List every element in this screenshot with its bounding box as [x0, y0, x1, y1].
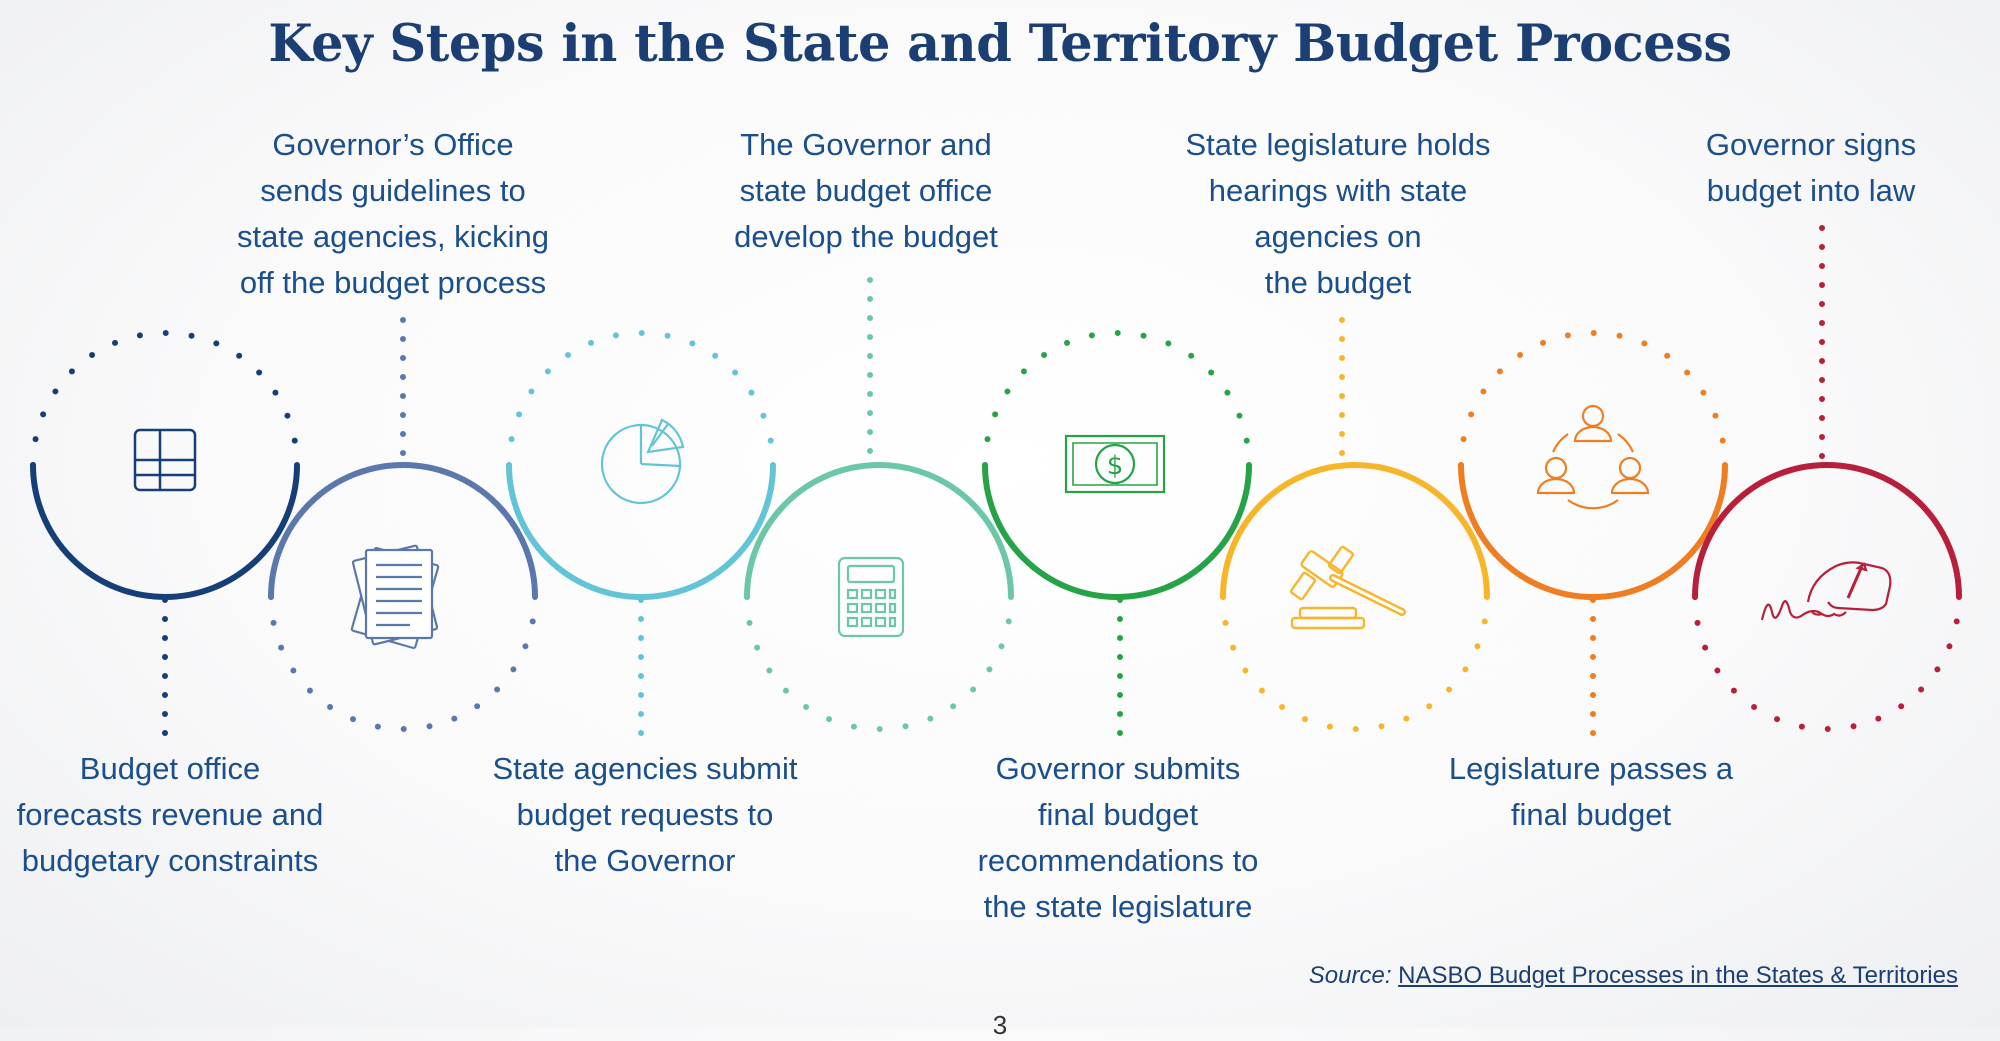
step-6-circle — [1220, 317, 1490, 732]
step-4-circle — [744, 277, 1014, 732]
dollar-bill-icon: $ — [1064, 434, 1166, 494]
step-5-label: Governor submits final budget recommenda… — [977, 751, 1259, 924]
step-1-label: Budget office forecasts revenue and budg… — [16, 751, 324, 878]
documents-icon — [350, 544, 440, 650]
step-5-circle: $ — [982, 330, 1252, 748]
step-6-label: State legislature holds hearings with st… — [1185, 127, 1491, 300]
calculator-icon — [837, 556, 905, 638]
step-3-circle — [506, 330, 776, 748]
people-cycle-icon — [1536, 404, 1650, 510]
step-2-label: Governor’s Office sends guidelines to st… — [237, 127, 549, 300]
source-label: Source: — [1308, 962, 1392, 989]
step-3-label: State agencies submit budget requests to… — [492, 751, 798, 878]
source-link[interactable]: NASBO Budget Processes in the States & T… — [1398, 962, 1958, 989]
page-title: Key Steps in the State and Territory Bud… — [268, 14, 1732, 74]
grid-icon — [133, 428, 197, 492]
step-8-label: Governor signs budget into law — [1705, 127, 1917, 208]
step-8-circle — [1692, 225, 1962, 732]
pie-chart-icon — [600, 418, 685, 505]
page-number: 3 — [992, 1010, 1008, 1040]
step-2-circle — [268, 317, 538, 732]
signing-hand-icon — [1760, 561, 1892, 621]
source-note: Source: NASBO Budget Processes in the St… — [1309, 962, 1958, 990]
step-7-circle — [1458, 330, 1728, 748]
step-7-label: Legislature passes a final budget — [1448, 751, 1734, 832]
step-4-label: The Governor and state budget office dev… — [734, 127, 998, 254]
step-1-circle — [30, 330, 300, 748]
svg-text:$: $ — [1107, 451, 1124, 481]
gavel-icon — [1289, 545, 1406, 630]
